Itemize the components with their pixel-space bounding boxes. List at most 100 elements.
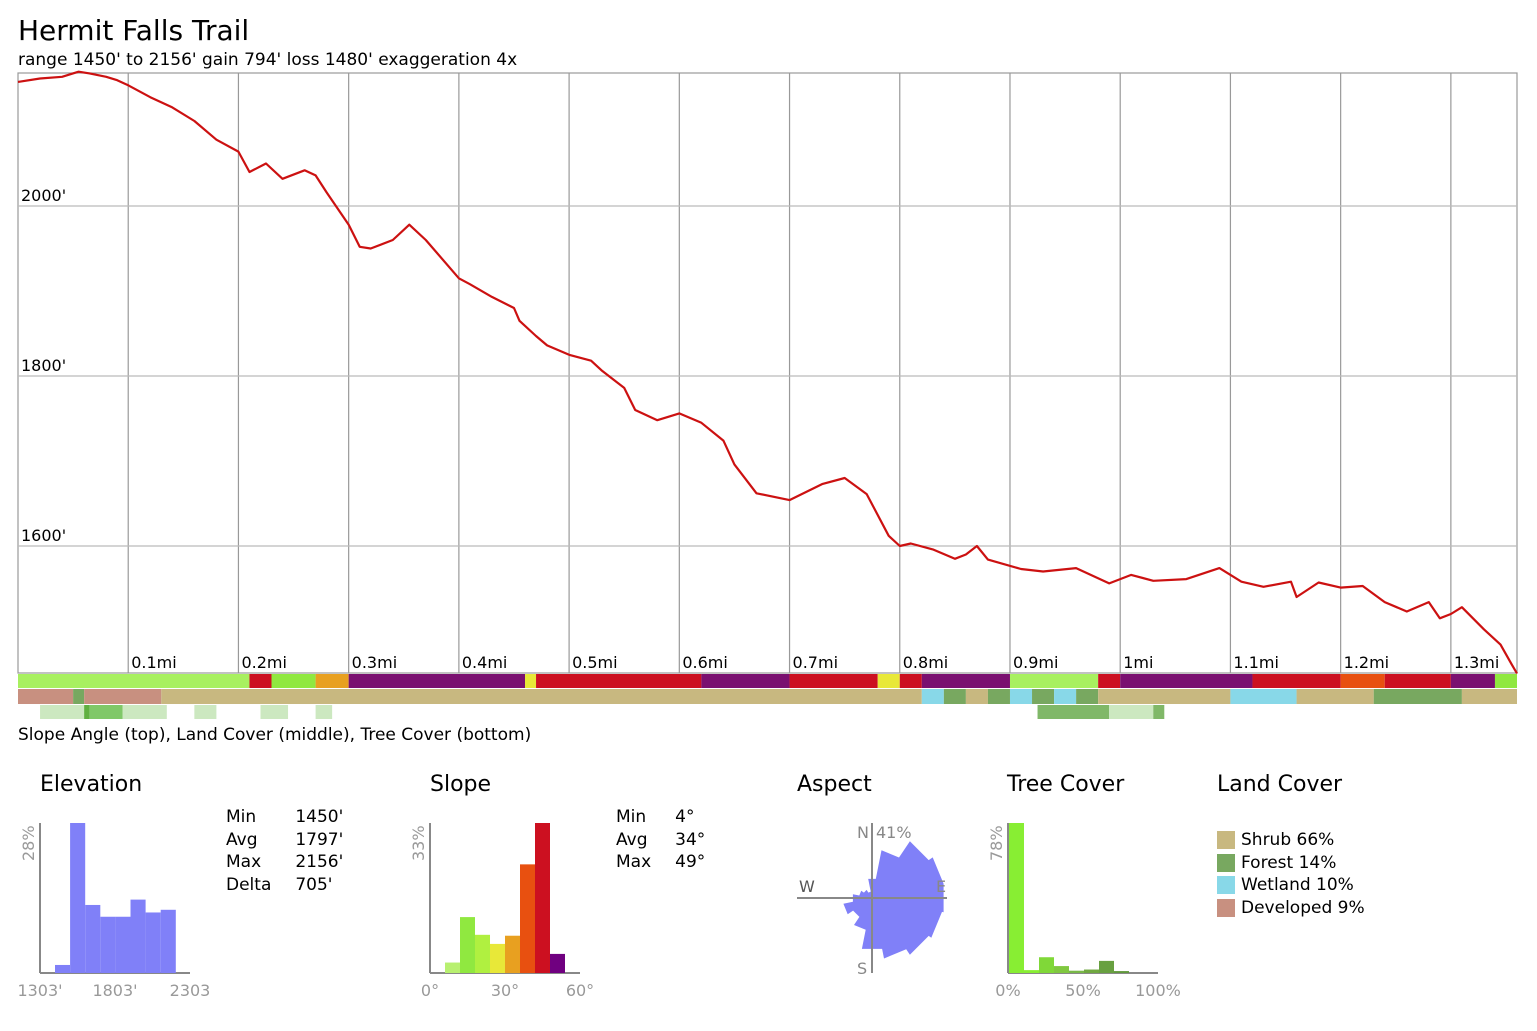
tree-cover-histogram: 78% 0% 50% 100% xyxy=(987,823,1181,1000)
x-tick-label: 0.2mi xyxy=(241,653,286,672)
legend-item-wetland: Wetland 10% xyxy=(1217,874,1365,897)
slope-strip-segment xyxy=(877,674,900,688)
elevation-stat-max: Max 2156' xyxy=(226,851,367,874)
land-cover-panel-title: Land Cover xyxy=(1217,772,1343,797)
stat-label: Max xyxy=(616,852,652,872)
x-tick-label: 50% xyxy=(1065,981,1101,1000)
tree-cover-strip-segment xyxy=(315,705,333,719)
land-cover-strip-segment xyxy=(73,689,85,704)
elevation-histogram: 28% 1303' 1803' 2303 xyxy=(17,823,210,1000)
x-tick-label: 1.1mi xyxy=(1233,653,1278,672)
y-tick-label: 1600' xyxy=(21,526,66,545)
slope-strip-segment xyxy=(18,674,250,688)
slope-strip-segment xyxy=(315,674,349,688)
aspect-panel-title: Aspect xyxy=(797,772,872,797)
legend-label: Wetland 10% xyxy=(1241,875,1354,896)
slope-strip-segment xyxy=(921,674,1010,688)
x-tick-label: 0.4mi xyxy=(462,653,507,672)
elevation-stats: Min 1450' Avg 1797' Max 2156' Delta 705' xyxy=(226,806,367,896)
stat-value: 1450' xyxy=(295,807,344,827)
histogram-bar xyxy=(70,823,86,973)
tree-cover-strip-segment xyxy=(122,705,167,719)
stat-value: 705' xyxy=(295,874,333,895)
x-tick-label: 60° xyxy=(566,981,594,1000)
x-tick-label: 1.2mi xyxy=(1344,653,1389,672)
tree-cover-strip-segment xyxy=(260,705,289,719)
elevation-stat-min: Min 1450' xyxy=(226,806,367,829)
land-cover-strip-segment xyxy=(1054,689,1077,704)
slope-strip-segment xyxy=(348,674,526,688)
stat-value: 49° xyxy=(675,852,706,872)
aspect-west-label: W xyxy=(799,877,815,896)
plot-frame xyxy=(17,72,1518,674)
aspect-south-label: S xyxy=(857,959,867,978)
aspect-east-label: E xyxy=(936,877,946,896)
stat-label: Avg xyxy=(616,829,648,850)
histogram-bar xyxy=(445,962,460,973)
tree-cover-strip-segment xyxy=(40,705,85,719)
y-axis-max-label: 33% xyxy=(409,825,428,861)
land-cover-strip-segment xyxy=(1076,689,1099,704)
wetland-swatch xyxy=(1217,876,1235,895)
x-tick-label: 100% xyxy=(1135,981,1181,1000)
tree-cover-strip-segment xyxy=(1037,705,1110,719)
histogram-bar xyxy=(130,899,146,973)
land-cover-strip-segment xyxy=(921,689,944,704)
y-axis-max-label: 78% xyxy=(987,825,1006,861)
slope-histogram: 33% 0° 30° 60° xyxy=(409,823,594,1000)
histogram-bar xyxy=(145,912,161,973)
aspect-rose-petals xyxy=(843,841,944,959)
legend-item-forest: Forest 14% xyxy=(1217,852,1365,875)
legend-item-shrub: Shrub 66% xyxy=(1217,829,1365,852)
land-cover-strip-segment xyxy=(1009,689,1033,704)
x-tick-label: 0.8mi xyxy=(903,653,948,672)
x-tick-label: 1803' xyxy=(92,981,137,1000)
stat-value: 4° xyxy=(675,807,695,827)
shrub-swatch xyxy=(1217,831,1235,850)
land-cover-strip-segment xyxy=(161,689,922,704)
slope-strip-segment xyxy=(525,674,537,688)
elevation-line xyxy=(17,70,1518,675)
x-tick-label: 0.9mi xyxy=(1013,653,1058,672)
histogram-bar xyxy=(55,964,71,973)
stat-label: Min xyxy=(226,807,257,827)
histogram-bar xyxy=(460,917,475,973)
land-cover-strip-segment xyxy=(1098,689,1231,704)
tree-cover-strip-segment xyxy=(89,705,123,719)
histogram-bar xyxy=(85,904,101,973)
legend-label: Developed 9% xyxy=(1241,897,1365,918)
slope-strip-segment xyxy=(789,674,878,688)
slope-stat-max: Max 49° xyxy=(616,851,729,874)
land-cover-strip-segment xyxy=(987,689,1010,704)
legend-label: Shrub 66% xyxy=(1241,830,1335,851)
legend-item-developed: Developed 9% xyxy=(1217,897,1365,920)
aspect-rose: N E S W 41% xyxy=(797,823,947,978)
histogram-bar xyxy=(1009,823,1024,973)
land-cover-strip-segment xyxy=(943,689,966,704)
x-tick-label: 0.7mi xyxy=(793,653,838,672)
stat-value: 2156' xyxy=(295,852,344,872)
slope-strip-segment xyxy=(701,674,790,688)
slope-strip-segment xyxy=(271,674,316,688)
histogram-bar xyxy=(115,916,131,973)
histogram-bar xyxy=(1054,966,1069,973)
aspect-north-label: N xyxy=(857,823,869,842)
tree-cover-strip-segment xyxy=(1153,705,1165,719)
slope-panel-title: Slope xyxy=(430,772,492,797)
x-tick-label: 0.5mi xyxy=(572,653,617,672)
stat-label: Max xyxy=(226,852,262,872)
x-tick-label: 2303 xyxy=(170,981,211,1000)
land-cover-strip-segment xyxy=(1230,689,1297,704)
slope-stat-avg: Avg 34° xyxy=(616,829,729,852)
slope-strip-segment xyxy=(1340,674,1385,688)
histogram-bar xyxy=(1084,969,1099,973)
histogram-bar xyxy=(475,934,490,973)
x-tick-label: 0.1mi xyxy=(131,653,176,672)
y-tick-label: 1800' xyxy=(21,356,66,375)
slope-strip-segment xyxy=(899,674,922,688)
histogram-bar xyxy=(550,953,565,973)
slope-strip-segment xyxy=(1252,674,1341,688)
slope-strip-segment xyxy=(1120,674,1253,688)
x-tick-label: 0.3mi xyxy=(352,653,397,672)
